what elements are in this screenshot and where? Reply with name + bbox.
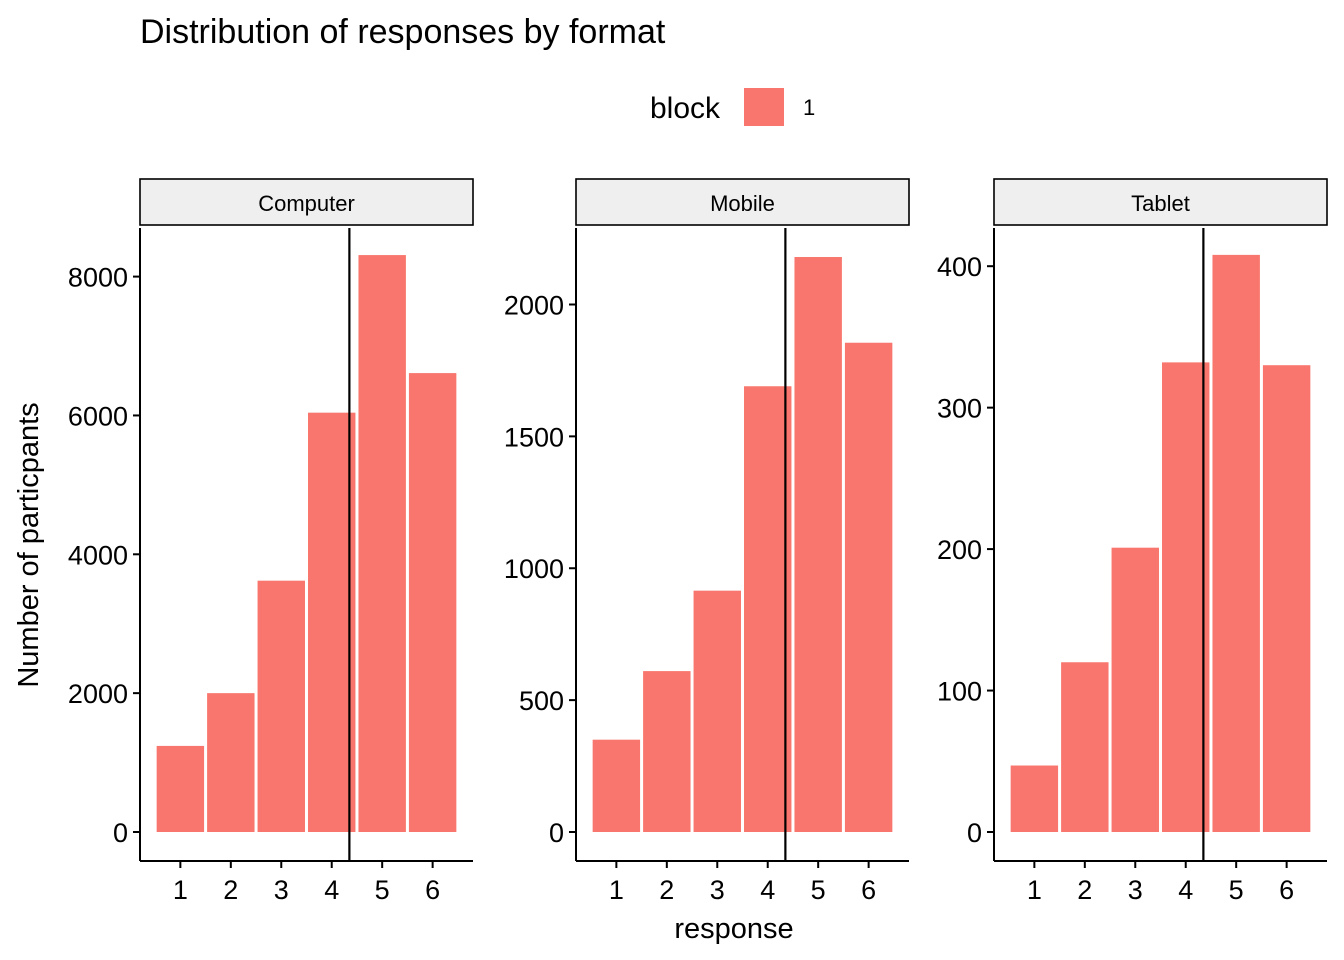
y-tick-label: 0 [113,818,128,848]
x-tick-label: 1 [173,875,188,905]
bar [257,580,305,832]
x-tick-label: 3 [710,875,725,905]
x-tick-label: 5 [1229,875,1244,905]
x-tick-label: 3 [274,875,289,905]
bar [794,257,842,833]
bar [592,739,641,832]
x-tick-label: 4 [324,875,339,905]
chart-title: Distribution of responses by format [140,13,666,51]
bar [1061,662,1109,832]
x-tick-label: 1 [609,875,624,905]
x-tick-label: 5 [375,875,390,905]
facet-strip-label: Mobile [710,191,775,216]
x-tick-label: 4 [1178,875,1193,905]
legend-title: block [650,92,721,125]
y-tick-label: 1000 [504,554,564,584]
panel-computer: Computer 0 2000 4000 6000 8000 1 2 3 4 5 6 [68,178,474,905]
bar [358,255,406,832]
x-tick-label: 1 [1027,875,1042,905]
y-tick-label: 100 [937,677,982,707]
y-tick-label: 1500 [504,422,564,452]
bar [643,671,691,832]
y-axis-title: Number of particpants [13,402,45,687]
facet-strip-label: Computer [258,191,355,216]
y-tick-label: 6000 [68,401,128,431]
bar [1010,765,1059,832]
x-axis-title: response [674,913,793,945]
x-tick-label: 6 [861,875,876,905]
bar [308,412,356,832]
x-tick-label: 4 [760,875,775,905]
bar [408,373,457,832]
y-tick-label: 500 [519,686,564,716]
bar [844,342,893,832]
y-tick-label: 300 [937,394,982,424]
x-tick-label: 3 [1128,875,1143,905]
y-tick-label: 8000 [68,263,128,293]
legend-label: 1 [803,95,815,120]
panel-tablet: Tablet 0 100 200 300 400 1 2 3 4 5 6 [937,178,1328,905]
legend: block 1 [650,88,815,126]
bar [207,693,255,832]
x-tick-label: 5 [811,875,826,905]
panel-mobile: Mobile 0 500 1000 1500 2000 1 2 3 4 5 6 [504,178,910,905]
bar [1262,365,1311,832]
legend-key [744,88,784,126]
bar [1212,254,1260,833]
y-tick-label: 0 [549,818,564,848]
facet-strip [993,178,1328,226]
y-tick-label: 400 [937,252,982,282]
bar [744,386,792,832]
y-tick-label: 2000 [504,290,564,320]
y-tick-label: 200 [937,535,982,565]
x-tick-label: 2 [1077,875,1092,905]
y-tick-label: 2000 [68,679,128,709]
y-tick-label: 4000 [68,540,128,570]
facet-strip-label: Tablet [1131,191,1190,216]
bar [156,745,205,832]
x-tick-label: 2 [659,875,674,905]
bar [693,590,741,832]
facet-strip [139,178,474,226]
facet-strip [575,178,910,226]
y-tick-label: 0 [967,818,982,848]
x-tick-label: 6 [1279,875,1294,905]
x-tick-label: 2 [223,875,238,905]
bar [1111,547,1159,832]
bar [1162,362,1210,832]
x-tick-label: 6 [425,875,440,905]
